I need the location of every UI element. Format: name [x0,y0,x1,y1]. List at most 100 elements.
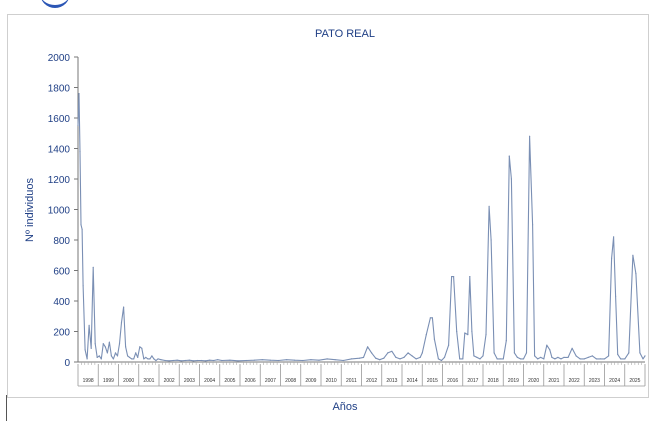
x-year-label: 2011 [346,378,357,384]
x-year-label: 2019 [508,378,519,384]
x-year-label: 2004 [204,378,215,384]
data-point [479,358,481,360]
data-point [519,358,522,360]
chart-title: PATO REAL [315,28,375,40]
data-point [599,358,602,360]
data-point [286,359,288,361]
data-point [579,358,581,360]
series-line [77,93,646,362]
data-point [639,352,641,354]
x-year-label: 2024 [609,378,620,384]
data-point [131,358,133,360]
x-year-label: 2013 [386,378,397,384]
data-point [192,360,194,362]
y-tick-label: 200 [53,328,70,339]
data-point [164,359,166,362]
data-point [502,358,504,360]
data-point [94,343,96,345]
data-point [184,359,186,362]
data-point [613,236,615,238]
data-point [471,330,473,333]
data-point [554,358,556,360]
x-year-label: 2018 [488,378,499,384]
data-point [160,359,162,361]
data-point [624,358,626,360]
data-point [433,338,435,340]
y-tick-label: 400 [53,297,70,308]
x-year-label: 2005 [224,378,235,384]
data-point [532,224,534,226]
x-year-label: 1999 [103,378,114,384]
data-point [269,359,271,361]
data-point [513,352,516,354]
data-point [571,347,573,349]
data-point [137,356,139,358]
data-point [453,276,455,278]
data-point [141,347,143,349]
data-point [294,359,296,361]
data-point [379,359,381,361]
data-point [358,357,361,359]
data-point [221,359,223,362]
data-point [114,352,117,354]
data-point [112,358,114,360]
data-point [104,346,106,348]
data-point [143,358,145,360]
data-point [80,224,82,226]
data-point [139,346,141,348]
y-tick-label: 1400 [48,145,71,156]
data-point [125,346,127,348]
data-point [557,356,559,358]
data-point [129,356,131,358]
data-point [92,266,94,268]
y-tick-label: 2000 [48,53,71,64]
data-point [149,358,151,360]
data-point [375,357,377,359]
data-point [529,135,531,137]
data-point [302,359,304,362]
data-point [464,332,466,334]
data-point [567,356,569,358]
data-point [277,359,280,362]
data-point [443,356,446,358]
data-point [180,360,182,362]
data-point [153,358,155,360]
data-point [496,358,498,360]
data-point [120,321,123,323]
data-point [505,340,507,342]
data-point [96,356,98,358]
data-point [245,359,247,362]
x-year-label: 2003 [184,378,195,384]
data-point [421,352,423,354]
data-point [456,330,458,333]
y-tick-label: 1600 [48,114,71,125]
data-point [437,358,439,360]
y-axis-label: Nº individuos [24,178,36,242]
data-point [133,358,135,360]
x-year-label: 2008 [285,378,296,384]
x-year-label: 2009 [305,378,316,384]
data-point [188,359,190,361]
data-point [123,306,125,308]
data-point [84,349,86,351]
x-year-label: 2007 [265,378,276,384]
data-point [127,355,129,357]
data-point [448,344,450,346]
data-point [459,358,461,360]
data-point [86,358,88,360]
data-point [440,359,443,362]
data-point [399,358,401,360]
data-point [537,358,539,360]
y-tick-label: 1200 [48,175,71,186]
data-point [110,355,112,357]
data-point [147,358,149,360]
data-point [342,359,344,362]
data-point [367,346,369,348]
data-point [310,359,312,361]
data-point [522,358,525,360]
data-point [551,356,553,358]
x-year-label: 2000 [123,378,134,384]
data-point [540,356,542,358]
data-point [253,359,255,361]
data-point [617,353,619,355]
